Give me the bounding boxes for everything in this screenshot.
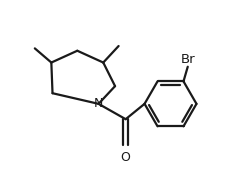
Text: O: O <box>121 151 131 164</box>
Text: N: N <box>94 97 103 110</box>
Text: Br: Br <box>181 53 195 65</box>
